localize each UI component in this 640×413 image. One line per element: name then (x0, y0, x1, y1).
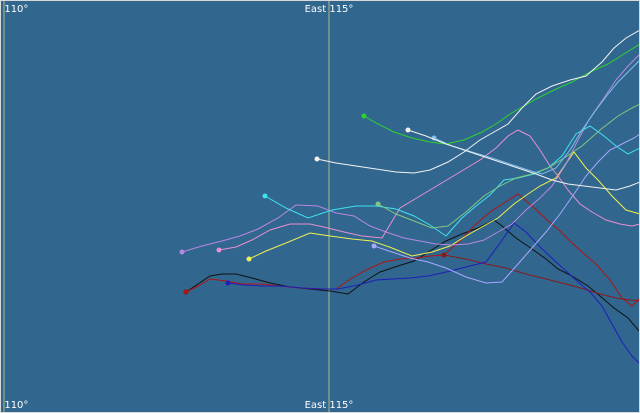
track-white-upper-line[interactable] (407, 129, 640, 191)
track-blue-start-point[interactable] (225, 280, 231, 286)
track-white-start-point[interactable] (314, 156, 320, 162)
storm-tracks (179, 29, 640, 365)
gridlines (3, 1, 330, 412)
track-lavender-line[interactable] (181, 53, 640, 253)
track-lilac-line[interactable] (373, 133, 640, 284)
track-white-upper-start-point[interactable] (405, 127, 411, 133)
track-cyan[interactable] (262, 125, 640, 237)
track-pink[interactable] (216, 129, 640, 253)
track-lilac-start-point[interactable] (371, 243, 377, 249)
track-red[interactable] (183, 193, 640, 307)
track-white-upper[interactable] (405, 127, 640, 191)
track-seagreen[interactable] (375, 103, 640, 229)
track-green-start-point[interactable] (361, 113, 367, 119)
track-cyan-start-point[interactable] (262, 193, 268, 199)
grid-labels: East 110° East 110° East 115° East 115° (0, 4, 353, 411)
track-seagreen-line[interactable] (377, 103, 640, 229)
track-yellow-line[interactable] (248, 151, 640, 260)
meridian-115-label-bottom: East 115° (305, 400, 354, 411)
track-cyan-line[interactable] (264, 125, 640, 237)
track-lilac[interactable] (371, 133, 640, 284)
track-blue-line[interactable] (227, 222, 640, 365)
track-pink-line[interactable] (218, 129, 640, 251)
track-darkred-start-point[interactable] (441, 252, 447, 258)
track-lavender-start-point[interactable] (179, 249, 185, 255)
track-green-line[interactable] (363, 43, 640, 145)
track-red-line[interactable] (185, 193, 640, 307)
track-yellow-start-point[interactable] (246, 256, 252, 262)
track-blue[interactable] (225, 222, 640, 365)
track-red-start-point[interactable] (183, 289, 189, 295)
track-white[interactable] (314, 29, 640, 174)
meridian-115-label-top: East 115° (305, 4, 354, 15)
meridian-110-label-top: East 110° (0, 4, 28, 15)
track-lavender[interactable] (179, 53, 640, 255)
track-white-line[interactable] (316, 29, 640, 174)
track-yellow[interactable] (246, 151, 640, 262)
meridian-110-label-bottom: East 110° (0, 400, 28, 411)
track-green[interactable] (361, 43, 640, 145)
track-skyblue-line[interactable] (433, 59, 640, 175)
track-seagreen-start-point[interactable] (375, 201, 381, 207)
track-pink-start-point[interactable] (216, 247, 222, 253)
